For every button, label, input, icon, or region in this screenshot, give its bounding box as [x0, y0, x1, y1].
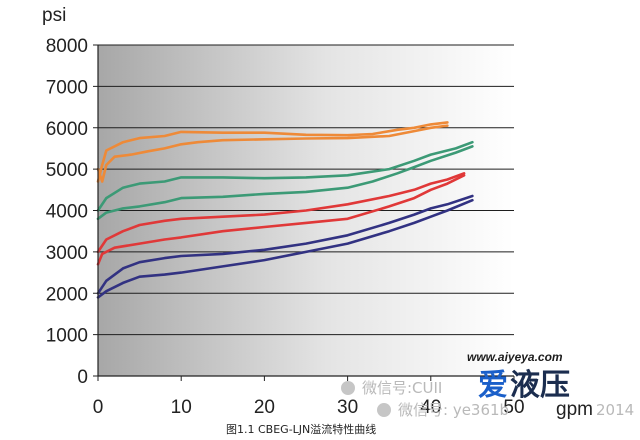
wechat-icon-2 [377, 403, 391, 417]
series-layer [96, 121, 474, 299]
y-tick-label: 5000 [46, 160, 88, 181]
series-line-4 [96, 140, 474, 212]
y-tick-label: 7000 [46, 77, 88, 98]
series-line-3 [96, 145, 474, 221]
y-ticks: 0 1000 2000 3000 4000 5000 6000 7000 8000 [46, 36, 98, 388]
series-line-1 [96, 124, 449, 183]
y-tick-label: 2000 [46, 284, 88, 305]
wechat-icon [341, 381, 355, 395]
x-tick-label: 40 [420, 397, 441, 418]
y-tick-label: 8000 [46, 36, 88, 57]
x-tick-label: 20 [254, 397, 275, 418]
x-tick-label: 10 [171, 397, 192, 418]
series-line-5 [96, 174, 466, 266]
watermark-line2: 微信号: ye361b [398, 401, 509, 419]
y-tick-label: 6000 [46, 119, 88, 140]
watermark-line1: 微信号:CUII [362, 379, 442, 397]
x-tick-label: 30 [337, 397, 358, 418]
x-tick-label: 0 [93, 397, 104, 418]
series-line-6 [96, 172, 466, 254]
series-line-2 [96, 121, 449, 183]
watermark: 微信号:CUII 微信号: ye361b 2014 www.aiyeya.com… [341, 350, 634, 419]
y-tick-label: 1000 [46, 326, 88, 347]
watermark-logo-char1: 爱 [478, 368, 508, 403]
y-axis-unit: psi [42, 5, 66, 26]
watermark-url: www.aiyeya.com [467, 350, 563, 364]
watermark-logo-chars: 液压 [510, 368, 570, 403]
chart-caption: 图1.1 CBEG-LJN溢流特性曲线 [226, 422, 376, 436]
y-tick-label: 3000 [46, 243, 88, 264]
y-tick-label: 4000 [46, 202, 88, 223]
y-tick-label: 0 [77, 367, 88, 388]
series-line-8 [96, 194, 474, 295]
series-line-7 [96, 198, 474, 299]
x-tick-label: 50 [503, 397, 524, 418]
watermark-line2-tail: 2014 [596, 401, 634, 419]
x-ticks: 0 10 20 30 40 50 [93, 376, 525, 418]
x-axis-unit: gpm [556, 399, 593, 420]
